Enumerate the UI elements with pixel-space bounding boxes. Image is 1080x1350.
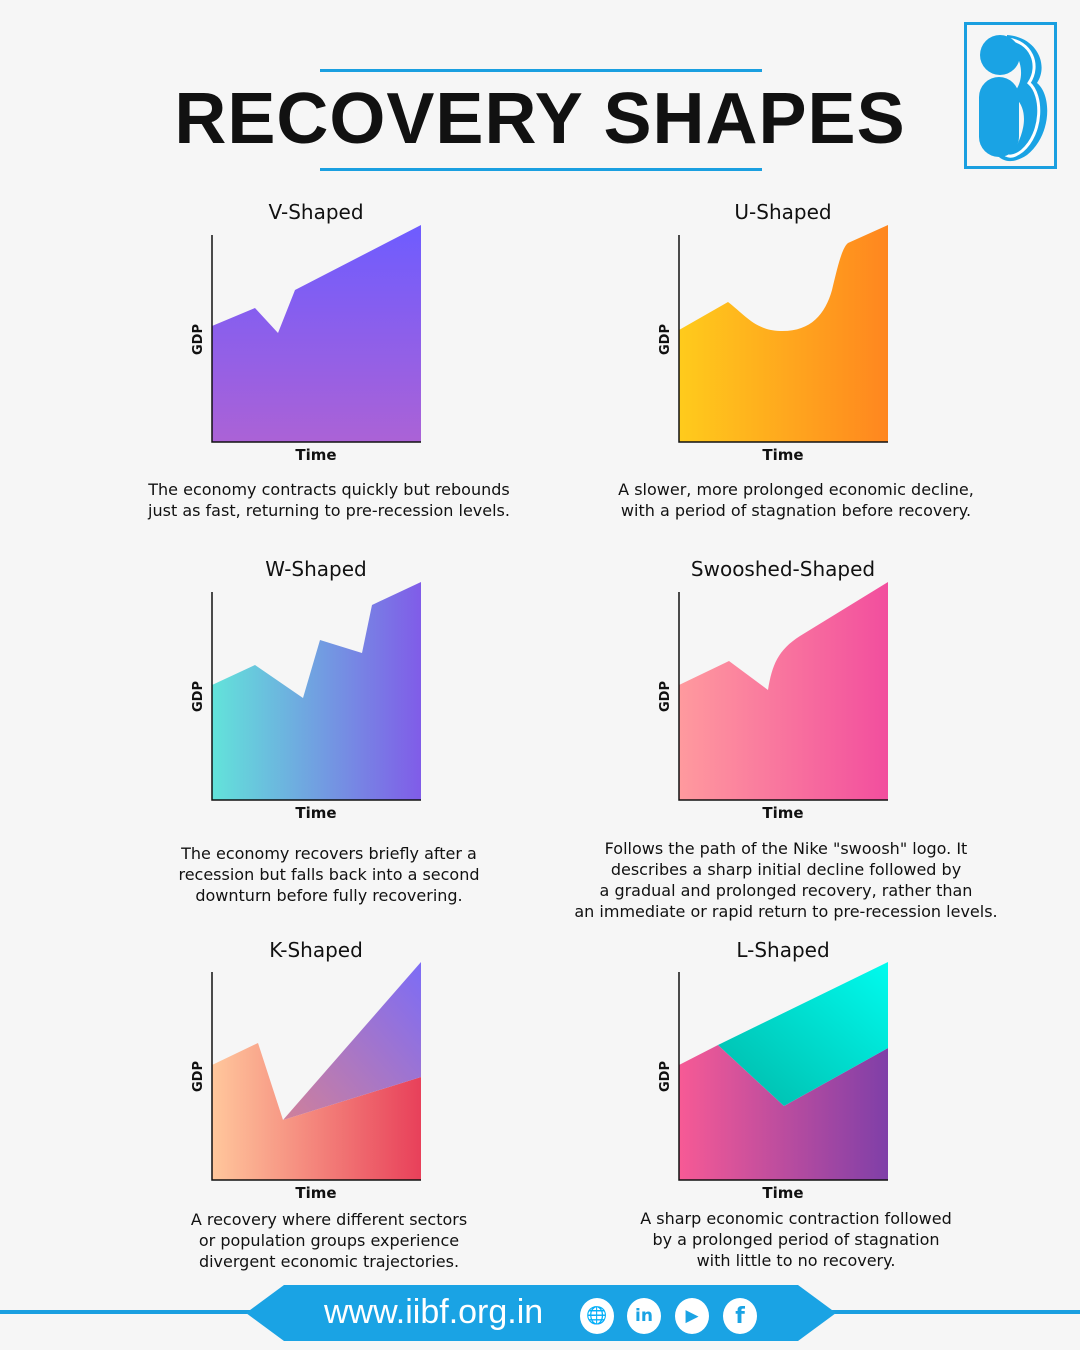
x-axis-label: Time [295,1184,337,1202]
website-link[interactable]: www.iibf.org.in [324,1293,544,1331]
youtube-icon[interactable]: ▶ [675,1298,709,1334]
y-axis-label: GDP [191,681,206,712]
panel-title-l-shaped: L-Shaped [736,938,830,962]
panel-title-u-shaped: U-Shaped [734,200,832,224]
y-axis-label: GDP [191,1061,206,1092]
globe-icon[interactable]: 🌐 [580,1298,614,1334]
l-shape-lower-area [679,1045,888,1180]
l-shaped-chart [679,962,888,1180]
k-shape-upper-area [283,962,421,1120]
x-axis-label: Time [295,446,337,464]
panel-description-v-shaped: The economy contracts quickly but reboun… [148,480,510,520]
linkedin-icon[interactable]: in [627,1298,661,1334]
u-shaped-chart [679,225,888,442]
y-axis-label: GDP [191,323,206,355]
v-shape-area [212,225,421,442]
x-axis-label: Time [295,804,337,822]
x-axis-label: Time [762,804,804,822]
panel-description-k-shaped: A recovery where different sectors or po… [190,1210,468,1271]
x-axis-label: Time [762,1184,804,1202]
facebook-icon[interactable]: f [723,1298,757,1334]
iibf-logo [964,22,1057,169]
panel-title-swooshed-shaped: Swooshed-Shaped [690,557,876,581]
v-shaped-chart [212,225,421,442]
swoosh-shape-area [679,582,888,800]
swooshed-shaped-chart [679,582,888,800]
w-shaped-chart [212,582,421,800]
panel-description-swooshed-shaped: Follows the path of the Nike "swoosh" lo… [574,839,998,921]
title-rule-top [320,69,762,72]
panel-description-l-shaped: A sharp economic contraction followed by… [640,1209,952,1270]
axes [211,235,888,1181]
panel-description-w-shaped: The economy recovers briefly after a rec… [178,844,480,905]
y-axis-label: GDP [658,323,673,355]
title-rule-bottom [320,168,762,171]
x-axis-label: Time [762,446,804,464]
panel-title-v-shaped: V-Shaped [268,200,364,224]
u-shape-area [679,225,888,442]
panel-title-w-shaped: W-Shaped [265,557,367,581]
l-shape-upper-area [718,962,888,1106]
panel-description-u-shaped: A slower, more prolonged economic declin… [618,480,974,520]
y-axis-label: GDP [658,681,673,712]
page-title: RECOVERY SHAPES [174,79,906,159]
w-shape-area [212,582,421,800]
k-shape-lower-area [212,1043,421,1180]
y-axis-label: GDP [658,1061,673,1092]
k-shaped-chart [212,962,421,1180]
panel-title-k-shaped: K-Shaped [269,938,363,962]
